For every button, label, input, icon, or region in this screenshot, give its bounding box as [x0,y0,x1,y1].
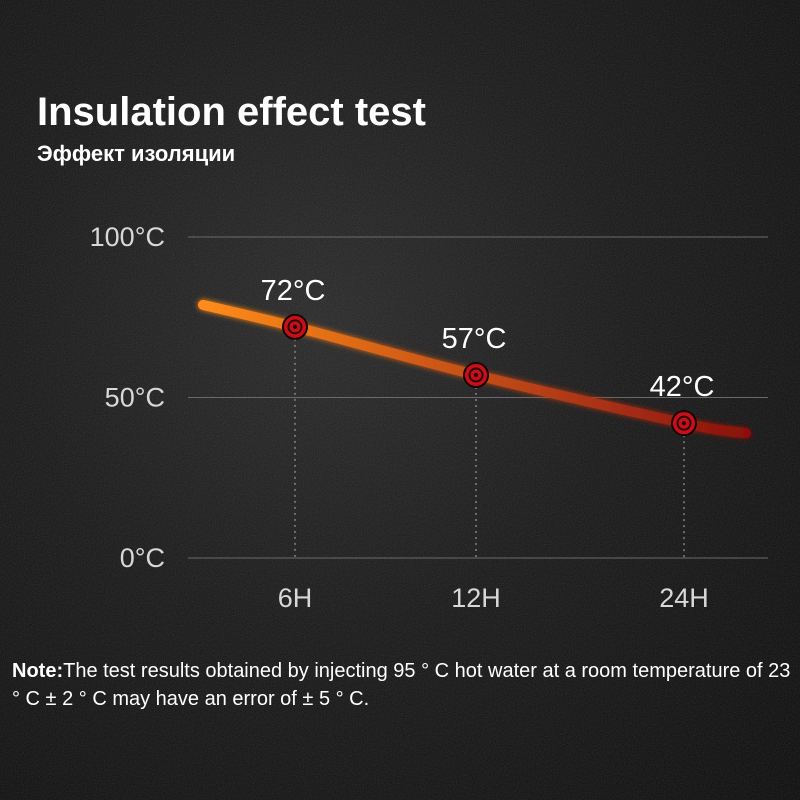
page-title: Insulation effect test [37,90,426,134]
y-tick-label: 0°C [120,543,165,573]
x-tick-label: 24H [659,583,709,613]
y-axis-labels: 100°C 50°C 0°C [90,222,165,573]
x-tick-label: 12H [451,583,501,613]
x-tick-label: 6H [278,583,313,613]
data-point-marker [282,313,308,340]
data-points [282,313,697,437]
data-label: 57°C [442,323,507,355]
footnote: Note:The test results obtained by inject… [12,657,792,713]
grid-lines [188,236,768,559]
data-point-marker [463,362,489,389]
y-tick-label: 50°C [105,383,165,413]
x-axis-labels: 6H 12H 24H [278,583,709,613]
data-labels: 72°C 57°C 42°C [261,275,715,403]
note-text: The test results obtained by injecting 9… [12,660,791,710]
value-drop-lines [294,326,685,558]
y-tick-label: 100°C [90,222,165,252]
data-label: 72°C [261,275,326,307]
data-point-marker [671,410,697,437]
data-label: 42°C [650,371,715,403]
note-label: Note: [12,660,64,682]
page-subtitle: Эффект изоляции [37,141,236,166]
